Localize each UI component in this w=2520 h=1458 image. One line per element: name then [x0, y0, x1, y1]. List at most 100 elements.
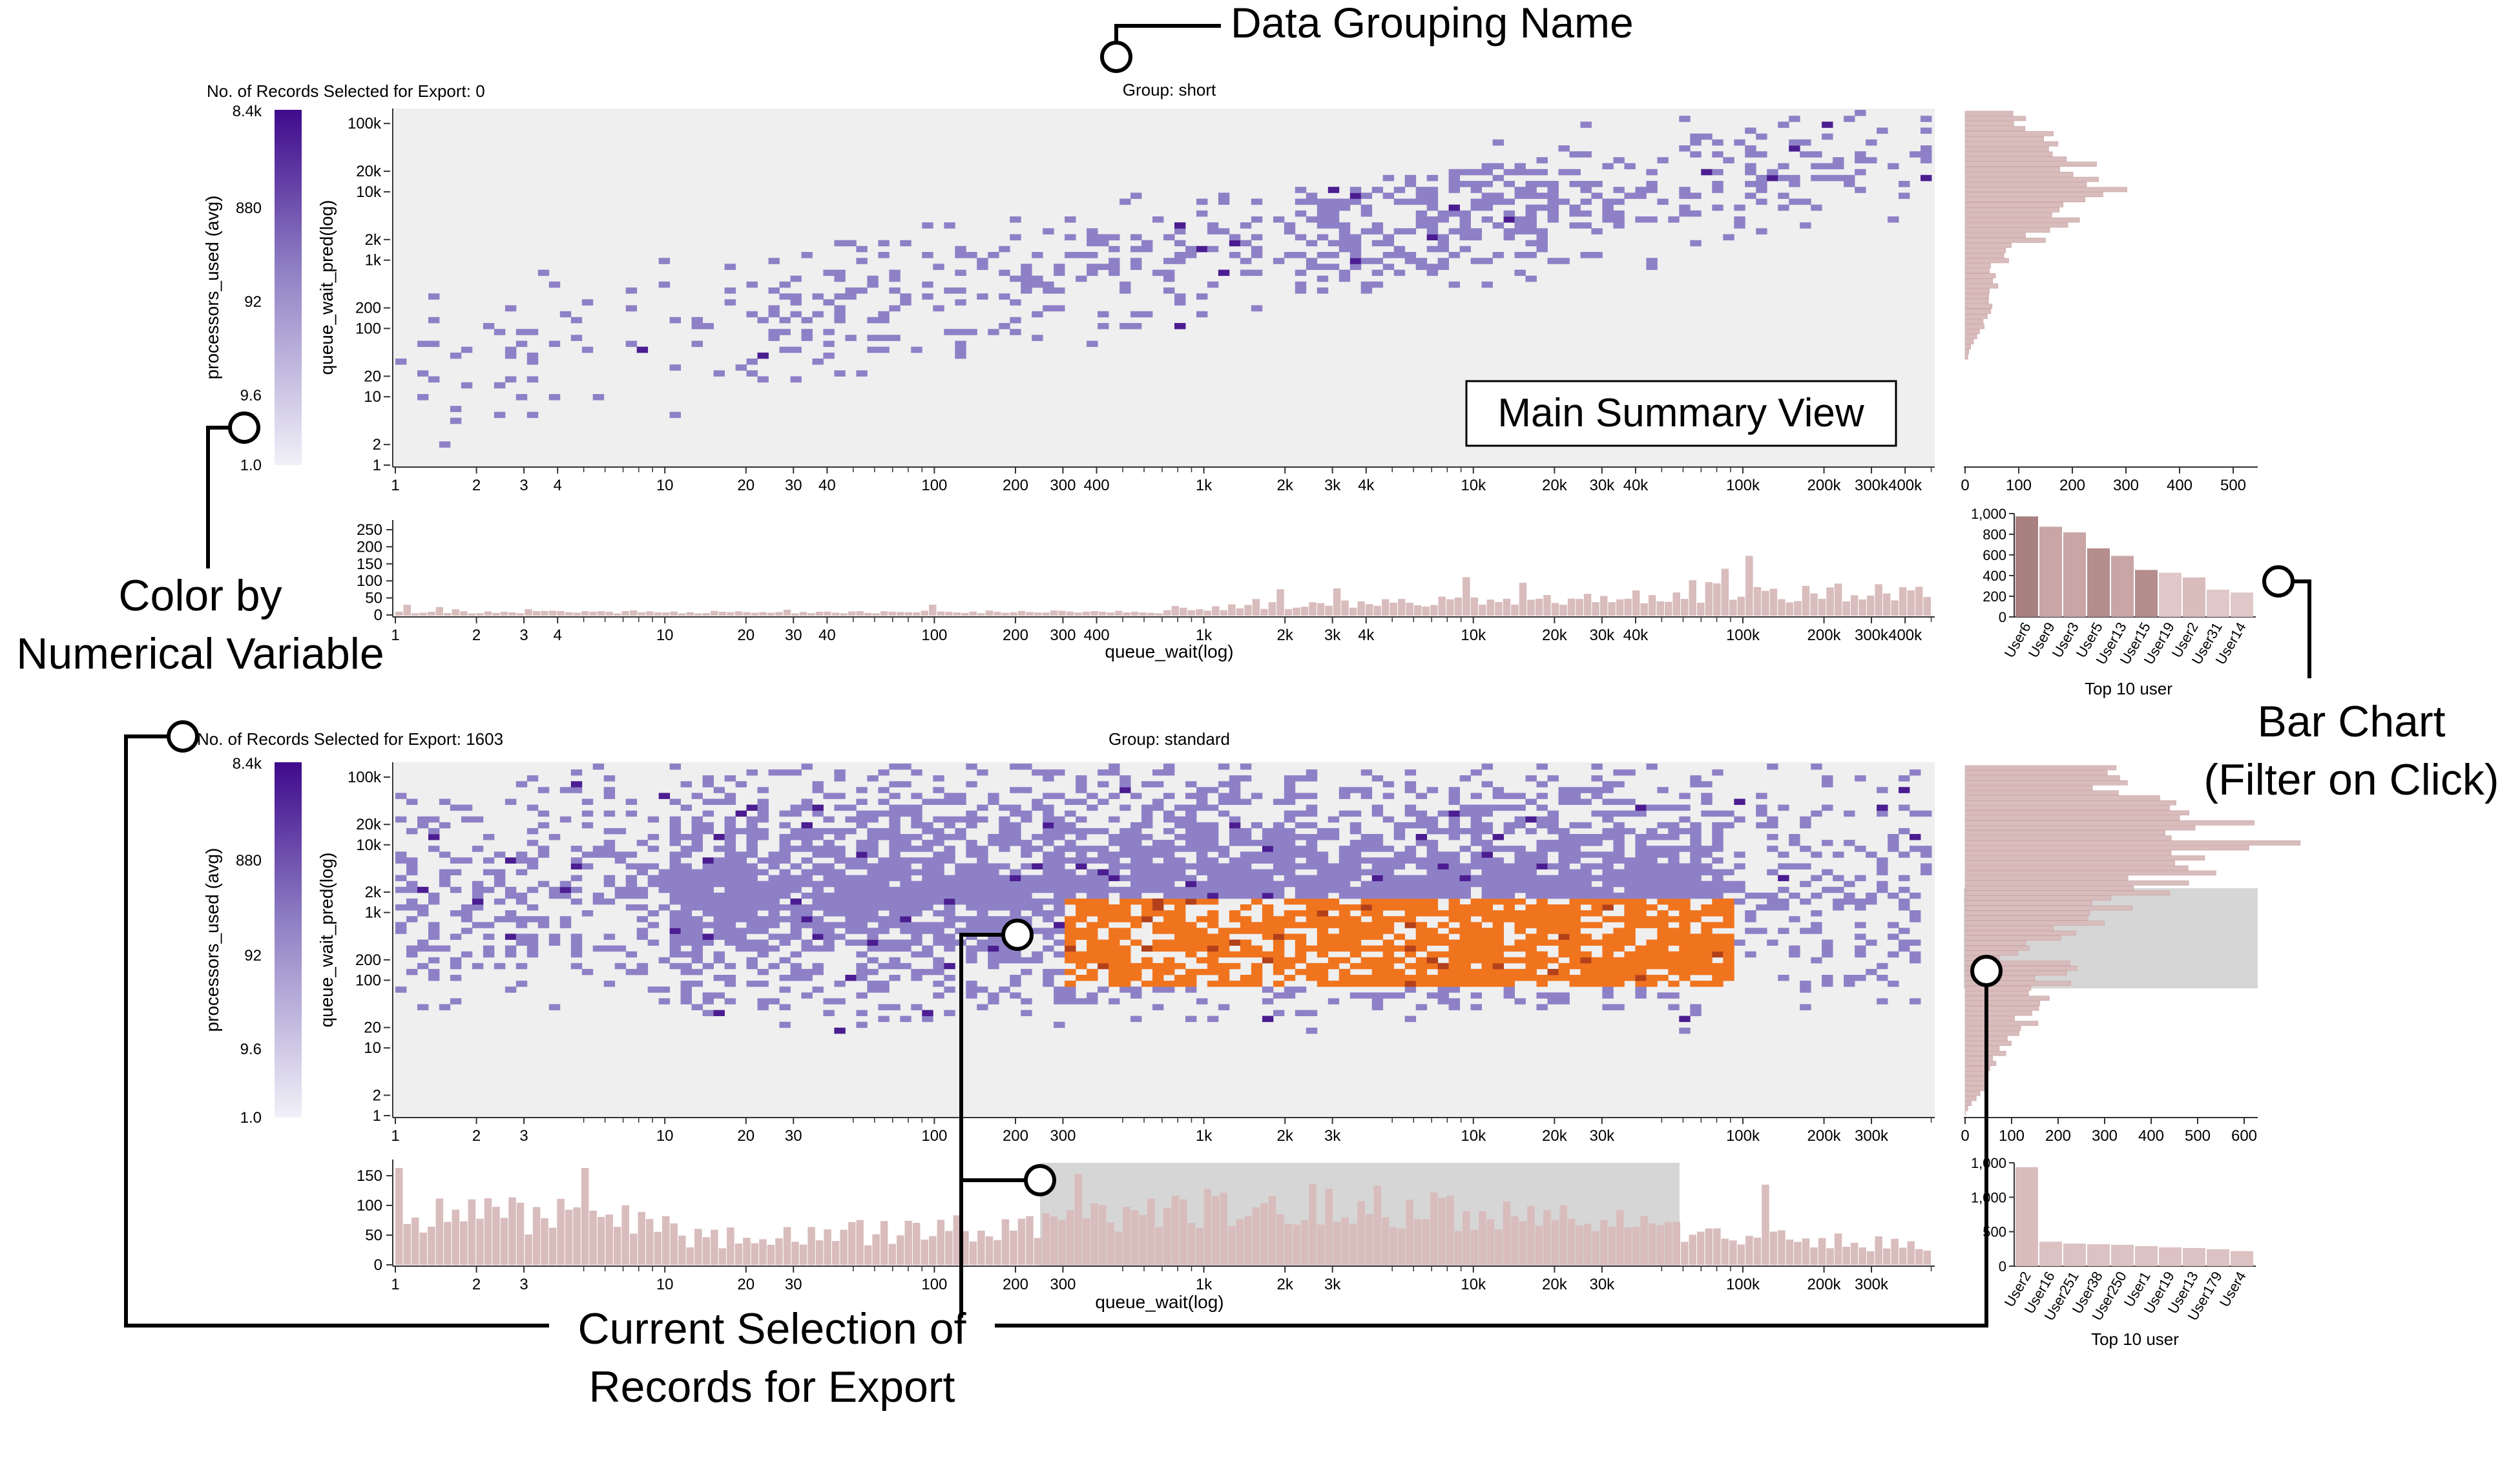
- side-histogram[interactable]: 0 100 200 300 400 500: [1961, 110, 2258, 494]
- user-bar[interactable]: [2183, 1247, 2205, 1266]
- user-bar[interactable]: [2063, 1244, 2086, 1266]
- heatmap-cell: [1306, 822, 1318, 829]
- heatmap-cell: [1229, 916, 1241, 922]
- side-histogram-bar: [1964, 1101, 1972, 1106]
- heatmap-cell: [1349, 933, 1362, 940]
- heatmap-cell: [779, 857, 791, 864]
- heatmap-cell: [834, 293, 846, 300]
- heatmap-cell: [1338, 846, 1351, 852]
- bottom-histogram-bar: [1923, 1251, 1931, 1265]
- heatmap-cell: [1218, 981, 1230, 987]
- heatmap-cell: [1723, 939, 1734, 946]
- user-bar[interactable]: [2063, 532, 2086, 617]
- user-bar[interactable]: [2135, 570, 2158, 617]
- heatmap-cell: [922, 840, 933, 846]
- heatmap-cell: [669, 933, 681, 940]
- heatmap-cell: [1404, 886, 1417, 893]
- heatmap-cell: [1426, 269, 1439, 276]
- heatmap-cell: [1349, 904, 1362, 911]
- heatmap-cell: [1262, 851, 1274, 858]
- user-bar[interactable]: [2039, 526, 2062, 617]
- side-histogram[interactable]: 0 100 200 300 400 500 600: [1961, 765, 2301, 1145]
- heatmap-cell: [1284, 898, 1296, 905]
- heatmap-cell: [1437, 968, 1449, 975]
- heatmap-cell: [801, 869, 813, 875]
- heatmap-cell: [1196, 846, 1208, 852]
- heatmap-cell: [1284, 986, 1296, 993]
- heatmap-cell: [1098, 945, 1109, 952]
- heatmap-cell: [1065, 869, 1076, 875]
- heatmap-cell: [1284, 916, 1296, 922]
- user-bar[interactable]: [2159, 572, 2182, 617]
- user-bar[interactable]: [2039, 1242, 2062, 1266]
- heatmap-cell: [911, 880, 922, 888]
- heatmap-cell: [1207, 963, 1219, 970]
- heatmap-cell: [1371, 269, 1384, 276]
- heatmap-cell: [1415, 904, 1428, 911]
- heatmap-cell: [1174, 834, 1186, 840]
- user-bar[interactable]: [2015, 1167, 2038, 1266]
- heatmap-cell: [834, 933, 846, 940]
- heatmap-cell: [1338, 968, 1351, 975]
- heatmap-cell: [1624, 875, 1636, 882]
- heatmap-cell: [1536, 981, 1548, 987]
- user-bar[interactable]: [2231, 592, 2253, 617]
- heatmap-cell: [1043, 916, 1054, 922]
- heatmap-cell: [1855, 775, 1866, 782]
- heatmap-cell: [515, 851, 528, 858]
- heatmap-cell: [713, 370, 725, 377]
- heatmap-cell: [1032, 928, 1043, 934]
- main-summary-heatmap[interactable]: [392, 762, 1935, 1118]
- user-bar[interactable]: [2207, 589, 2229, 617]
- heatmap-cell: [636, 968, 649, 975]
- heatmap-cell: [691, 822, 703, 829]
- top-users-bar-chart[interactable]: 1,0001,0005000User2User16User251User38Us…: [1971, 1155, 2256, 1349]
- heatmap-cell: [395, 886, 407, 893]
- heatmap-cell: [428, 968, 440, 975]
- heatmap-cell: [856, 992, 868, 999]
- heatmap-cell: [1218, 846, 1230, 852]
- heatmap-cell: [812, 828, 824, 835]
- user-bar[interactable]: [2111, 1245, 2134, 1266]
- heatmap-cell: [1371, 846, 1384, 852]
- user-bar[interactable]: [2015, 516, 2038, 617]
- heatmap-cell: [1119, 928, 1131, 934]
- heatmap-cell: [845, 892, 857, 899]
- bottom-histogram-bar: [1276, 1214, 1284, 1265]
- heatmap-cell: [680, 875, 692, 882]
- heatmap-cell: [1349, 886, 1362, 893]
- x-tick-label: 2k: [1276, 1276, 1293, 1293]
- heatmap-cell: [933, 834, 944, 840]
- heatmap-cell: [1679, 210, 1691, 217]
- heatmap-cell: [922, 828, 933, 835]
- bottom-histogram-bar: [1753, 587, 1762, 616]
- user-bar[interactable]: [2183, 577, 2205, 617]
- user-bar[interactable]: [2111, 556, 2134, 618]
- heatmap-cell: [1701, 133, 1713, 140]
- heatmap-cell: [1328, 898, 1340, 905]
- user-bar[interactable]: [2207, 1249, 2229, 1266]
- heatmap-cell: [1328, 216, 1340, 223]
- user-bar[interactable]: [2135, 1246, 2158, 1266]
- heatmap-cell: [1109, 793, 1120, 799]
- heatmap-cell: [1141, 846, 1153, 852]
- user-bar[interactable]: [2087, 548, 2110, 617]
- heatmap-cell: [1426, 840, 1439, 846]
- user-bar[interactable]: [2159, 1247, 2182, 1266]
- heatmap-cell: [867, 910, 879, 917]
- heatmap-cell: [1393, 880, 1406, 888]
- top-users-bar-chart[interactable]: 1,0008006004002000User6User9User3User5Us…: [1971, 506, 2256, 698]
- user-bar[interactable]: [2087, 1244, 2110, 1266]
- side-histogram-ticks: 0 100 200 300 400 500: [1961, 467, 2246, 494]
- heatmap-cell: [1448, 281, 1460, 288]
- heatmap-cell: [1712, 139, 1723, 146]
- heatmap-cell: [1393, 981, 1406, 987]
- heatmap-cell: [1635, 880, 1647, 888]
- heatmap-cell: [1624, 928, 1636, 934]
- heatmap-cell: [1602, 198, 1614, 205]
- user-bar[interactable]: [2231, 1251, 2253, 1266]
- heatmap-cell: [1065, 822, 1076, 829]
- heatmap-cell: [1284, 880, 1296, 888]
